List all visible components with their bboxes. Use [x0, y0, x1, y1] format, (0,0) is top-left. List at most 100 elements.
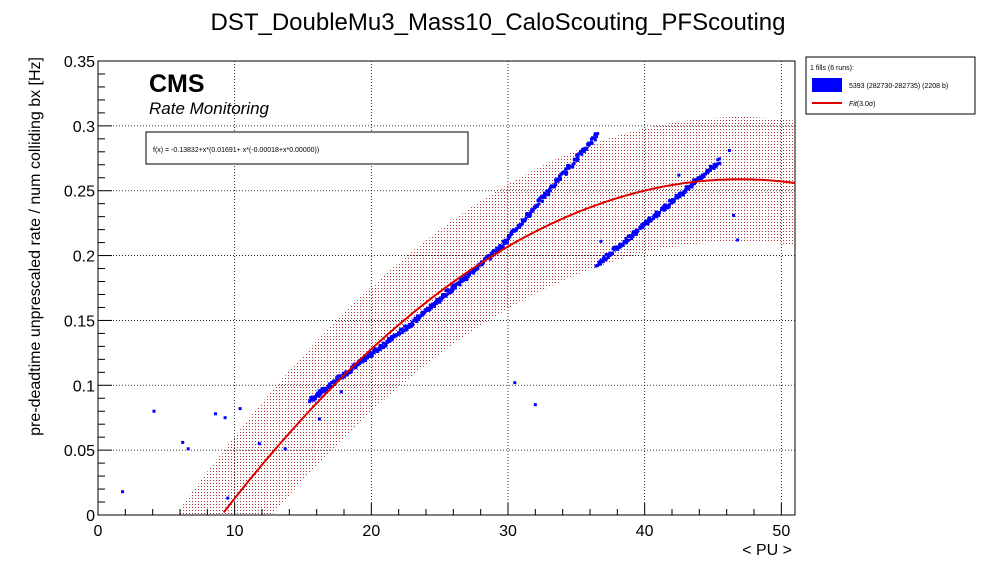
data-point — [543, 195, 547, 199]
x-tick-label: 40 — [636, 523, 654, 540]
data-point — [582, 150, 586, 154]
data-point — [350, 367, 354, 371]
data-point-outlier — [736, 238, 740, 242]
data-point-outlier — [186, 447, 190, 451]
data-point — [585, 147, 589, 151]
data-point — [548, 187, 552, 191]
data-point — [453, 286, 457, 290]
data-point — [589, 140, 593, 144]
data-point — [509, 231, 513, 235]
data-point — [454, 282, 458, 286]
data-point — [458, 283, 462, 287]
data-point — [426, 306, 430, 310]
data-point — [540, 199, 544, 203]
data-point — [311, 395, 314, 399]
data-point — [587, 141, 591, 145]
data-point — [436, 298, 440, 301]
data-point — [697, 177, 700, 181]
cms-label: CMS — [149, 70, 205, 98]
data-point — [649, 219, 653, 223]
data-point — [646, 222, 650, 226]
data-point — [571, 164, 575, 168]
data-point — [624, 241, 628, 245]
data-point — [541, 196, 545, 200]
data-point — [457, 281, 461, 285]
data-point — [604, 257, 608, 261]
data-point — [468, 273, 472, 277]
data-point — [655, 215, 659, 219]
data-point — [384, 342, 388, 346]
data-point — [660, 207, 664, 211]
data-point — [567, 166, 571, 170]
data-point — [315, 394, 318, 397]
data-point — [512, 229, 516, 233]
data-point — [390, 338, 394, 342]
data-point — [627, 238, 630, 242]
data-point — [335, 378, 339, 382]
y-axis-label: pre-deadtime unprescaled rate / num coll… — [27, 57, 44, 436]
legend-label-fit-prefix: Fit — [849, 101, 858, 108]
data-point — [488, 257, 492, 261]
data-point — [709, 165, 713, 169]
data-point — [389, 335, 393, 339]
data-point — [580, 152, 584, 156]
data-point — [525, 212, 529, 216]
data-point — [384, 344, 388, 348]
data-point — [712, 167, 716, 170]
data-point — [415, 320, 419, 323]
data-point — [309, 396, 313, 399]
data-point — [429, 306, 433, 310]
x-tick-label: 30 — [499, 523, 517, 540]
data-point — [675, 194, 679, 198]
data-point — [690, 185, 694, 189]
data-point — [565, 171, 569, 175]
data-point — [418, 315, 422, 319]
data-point — [325, 388, 328, 392]
data-point — [364, 359, 368, 363]
data-point — [606, 255, 610, 258]
data-point — [363, 355, 367, 359]
data-point — [497, 247, 500, 251]
data-point — [554, 178, 558, 182]
data-point — [531, 208, 535, 212]
y-tick-label: 0.3 — [73, 119, 95, 136]
data-point — [598, 262, 602, 266]
data-point — [709, 168, 712, 172]
data-point — [473, 268, 477, 272]
data-point — [414, 316, 418, 320]
data-point — [528, 212, 532, 215]
data-point — [338, 374, 342, 378]
data-point — [704, 172, 708, 176]
data-point-outlier — [533, 403, 537, 407]
data-point — [718, 161, 722, 165]
data-point — [631, 234, 635, 238]
data-point — [665, 205, 669, 208]
data-point-outlier — [677, 173, 681, 177]
data-point — [320, 390, 324, 394]
data-point — [313, 397, 317, 400]
data-point — [632, 230, 636, 234]
cms-sublabel: Rate Monitoring — [149, 99, 270, 118]
data-point — [492, 249, 496, 253]
data-point — [663, 203, 667, 207]
data-points — [121, 132, 740, 500]
data-point — [537, 202, 541, 206]
fit-band — [180, 117, 795, 515]
data-point — [435, 299, 439, 303]
data-point — [505, 239, 509, 243]
data-point — [367, 354, 371, 358]
data-point-outlier — [181, 440, 185, 444]
data-point — [518, 225, 522, 229]
data-point — [361, 359, 365, 363]
fit-curve — [222, 178, 796, 514]
data-point — [551, 185, 555, 189]
data-point — [601, 260, 605, 264]
legend-label-fit-suffix: (3.0σ) — [857, 101, 876, 108]
data-point — [400, 327, 404, 331]
data-point — [531, 209, 535, 213]
data-point — [329, 384, 332, 388]
data-point — [564, 167, 568, 171]
data-point — [395, 333, 399, 337]
data-point — [684, 189, 688, 192]
data-point — [524, 216, 528, 220]
